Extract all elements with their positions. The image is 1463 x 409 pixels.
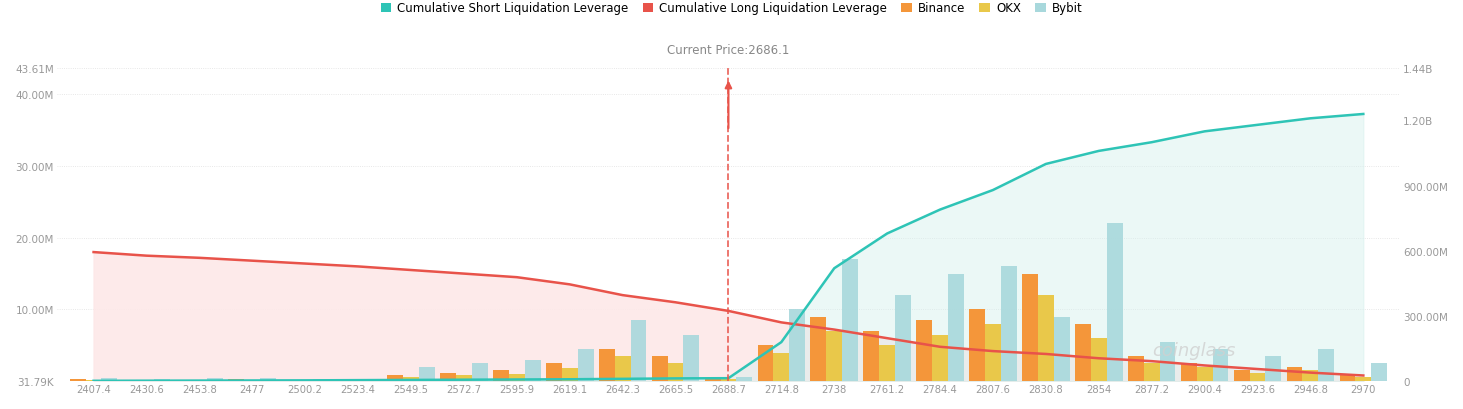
Bar [705,378,720,381]
Bar [70,379,86,381]
Bar [720,380,736,381]
Bar [1128,356,1144,381]
Bar [1053,317,1069,381]
Bar [774,353,789,381]
Bar [260,378,277,381]
Bar [1233,371,1249,381]
Bar [388,375,404,381]
Bar [1106,224,1122,381]
Bar [811,317,827,381]
Bar [985,324,1001,381]
Bar [598,349,614,381]
Bar [244,380,260,381]
Bar [843,260,859,381]
Bar [578,349,594,381]
Bar [297,380,313,381]
Bar [1286,367,1302,381]
Bar [334,380,350,381]
Text: Current Price:2686.1: Current Price:2686.1 [667,44,790,57]
Bar [651,356,667,381]
Bar [1213,349,1229,381]
Bar [509,374,525,381]
Bar [916,321,932,381]
Bar [1160,342,1175,381]
Bar [969,310,985,381]
Bar [86,380,101,381]
Bar [667,364,683,381]
Bar [1075,324,1091,381]
Bar [1037,295,1053,381]
Bar [1091,338,1106,381]
Bar [1249,373,1265,381]
Bar [932,335,948,381]
Text: coinglass: coinglass [1151,341,1235,359]
Bar [208,378,224,381]
Bar [493,371,509,381]
Bar [1318,349,1334,381]
Bar [758,346,774,381]
Bar [683,335,699,381]
Bar [631,321,647,381]
Bar [101,378,117,381]
Bar [1371,364,1387,381]
Bar [1023,274,1037,381]
Bar [1197,367,1213,381]
Bar [562,369,578,381]
Bar [1181,364,1197,381]
Bar [139,380,155,381]
Bar [1144,364,1160,381]
Bar [827,331,843,381]
Bar [176,380,192,381]
Bar [525,360,541,381]
Bar [1265,356,1282,381]
Bar [789,310,805,381]
Legend: Cumulative Short Liquidation Leverage, Cumulative Long Liquidation Leverage, Bin: Cumulative Short Liquidation Leverage, C… [376,0,1087,20]
Bar [1001,267,1017,381]
Bar [1340,375,1355,381]
Bar [895,295,911,381]
Bar [313,380,329,381]
Bar [736,377,752,381]
Bar [155,379,170,381]
Bar [366,380,382,381]
Bar [456,375,473,381]
Bar [404,377,418,381]
Bar [473,364,487,381]
Bar [863,331,879,381]
Bar [192,380,208,381]
Bar [546,364,562,381]
Bar [614,356,631,381]
Bar [1302,371,1318,381]
Bar [228,379,244,381]
Bar [879,346,895,381]
Bar [123,380,139,381]
Bar [440,373,456,381]
Bar [1355,377,1371,381]
Bar [418,367,435,381]
Bar [281,380,297,381]
Bar [948,274,964,381]
